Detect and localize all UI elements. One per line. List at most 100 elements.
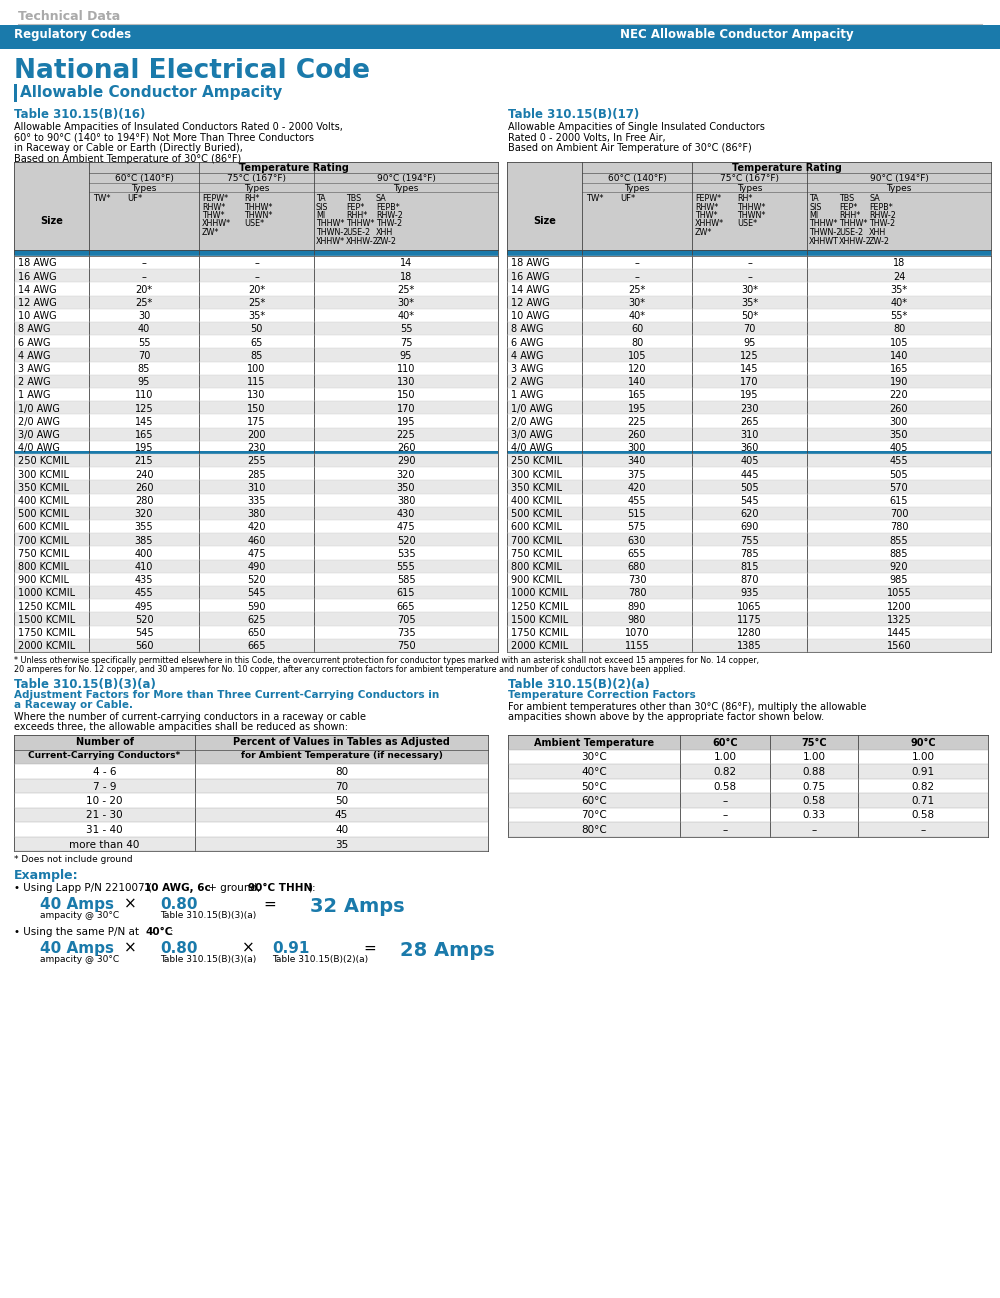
Text: 340: 340: [628, 457, 646, 466]
Text: 18 AWG: 18 AWG: [511, 258, 550, 269]
Text: 40*: 40*: [629, 312, 646, 322]
Bar: [507, 256, 991, 269]
Text: 700 KCMIL: 700 KCMIL: [511, 536, 562, 545]
Bar: [14, 506, 498, 520]
Text: SA: SA: [376, 193, 387, 202]
Text: 75°C (167°F): 75°C (167°F): [720, 174, 779, 183]
Text: 495: 495: [135, 602, 153, 611]
Text: 165: 165: [890, 365, 908, 374]
Bar: [507, 467, 991, 480]
Text: 255: 255: [247, 457, 266, 466]
Text: 375: 375: [628, 470, 646, 480]
Bar: [14, 414, 498, 427]
Text: 140: 140: [890, 350, 908, 361]
Text: 30: 30: [138, 312, 150, 322]
Bar: [14, 613, 498, 626]
Text: 0.82: 0.82: [911, 781, 935, 792]
Text: 18: 18: [893, 258, 905, 269]
Text: 120: 120: [628, 365, 646, 374]
Text: ):: ):: [308, 883, 316, 893]
Text: 28 Amps: 28 Amps: [400, 941, 495, 961]
Text: 150: 150: [397, 391, 415, 401]
Bar: [14, 362, 498, 375]
Bar: [507, 283, 991, 296]
Text: 95: 95: [138, 378, 150, 387]
Text: 25*: 25*: [628, 284, 646, 295]
Text: –: –: [920, 826, 926, 835]
Text: 1.00: 1.00: [714, 753, 736, 762]
Text: 800 KCMIL: 800 KCMIL: [18, 562, 69, 572]
Text: 25*: 25*: [248, 299, 265, 308]
Text: 145: 145: [135, 417, 153, 427]
Bar: [507, 454, 991, 467]
Text: 90°C (194°F): 90°C (194°F): [377, 174, 435, 183]
Bar: [14, 572, 498, 585]
Text: 110: 110: [397, 365, 415, 374]
Text: 665: 665: [247, 641, 266, 652]
Text: 505: 505: [740, 483, 759, 493]
Text: 355: 355: [135, 523, 153, 532]
Text: RHW-2: RHW-2: [869, 212, 896, 219]
Text: 0.91: 0.91: [911, 767, 935, 778]
Text: 115: 115: [247, 378, 266, 387]
Text: THHW*: THHW*: [737, 202, 765, 212]
Text: FEP*: FEP*: [346, 202, 364, 212]
Text: 35*: 35*: [890, 284, 908, 295]
Bar: [508, 807, 988, 822]
Bar: [14, 348, 498, 362]
Text: 815: 815: [740, 562, 759, 572]
Text: 730: 730: [628, 575, 646, 585]
Text: 220: 220: [890, 391, 908, 401]
Text: SIS: SIS: [809, 202, 822, 212]
Text: 300 KCMIL: 300 KCMIL: [511, 470, 562, 480]
Text: 1/0 AWG: 1/0 AWG: [18, 404, 60, 414]
Text: TA: TA: [809, 193, 819, 202]
Bar: [14, 480, 498, 493]
Text: 2 AWG: 2 AWG: [18, 378, 51, 387]
Text: –: –: [635, 271, 639, 282]
Text: 505: 505: [890, 470, 908, 480]
Text: –: –: [142, 271, 146, 282]
Text: 585: 585: [397, 575, 415, 585]
Text: 75°C: 75°C: [801, 739, 827, 748]
Bar: [507, 401, 991, 414]
Text: RH*: RH*: [244, 193, 259, 202]
Text: 250 KCMIL: 250 KCMIL: [511, 457, 562, 466]
Text: 75: 75: [400, 337, 412, 348]
Text: 225: 225: [397, 430, 415, 440]
Text: TW*: TW*: [93, 193, 110, 202]
Bar: [14, 520, 498, 533]
Text: 900 KCMIL: 900 KCMIL: [511, 575, 562, 585]
Text: 150: 150: [247, 404, 266, 414]
Bar: [507, 506, 991, 520]
Text: 405: 405: [890, 444, 908, 453]
Text: Size: Size: [40, 215, 63, 226]
Text: 85: 85: [250, 350, 263, 361]
Bar: [14, 335, 498, 348]
Text: 320: 320: [397, 470, 415, 480]
Text: 490: 490: [247, 562, 266, 572]
Text: XHHW-2: XHHW-2: [346, 236, 379, 245]
Text: 12 AWG: 12 AWG: [18, 299, 57, 308]
Bar: [508, 822, 988, 836]
Bar: [507, 626, 991, 639]
Text: 650: 650: [247, 628, 266, 639]
Text: Temperature Rating: Temperature Rating: [732, 164, 841, 173]
Text: 65: 65: [250, 337, 263, 348]
Text: 320: 320: [135, 509, 153, 519]
Text: =: =: [364, 941, 376, 957]
Text: XHHW*: XHHW*: [202, 219, 231, 228]
Bar: [14, 793, 488, 807]
Text: 35: 35: [335, 840, 348, 849]
Text: 80: 80: [335, 767, 348, 778]
Bar: [14, 626, 498, 639]
Text: 455: 455: [135, 588, 153, 598]
Text: ×: ×: [124, 897, 136, 912]
Text: 475: 475: [397, 523, 415, 532]
Text: 455: 455: [628, 496, 646, 506]
Text: 50*: 50*: [741, 312, 758, 322]
Text: RHH*: RHH*: [346, 212, 367, 219]
Text: 225: 225: [628, 417, 646, 427]
Bar: [14, 450, 498, 456]
Bar: [14, 256, 498, 269]
